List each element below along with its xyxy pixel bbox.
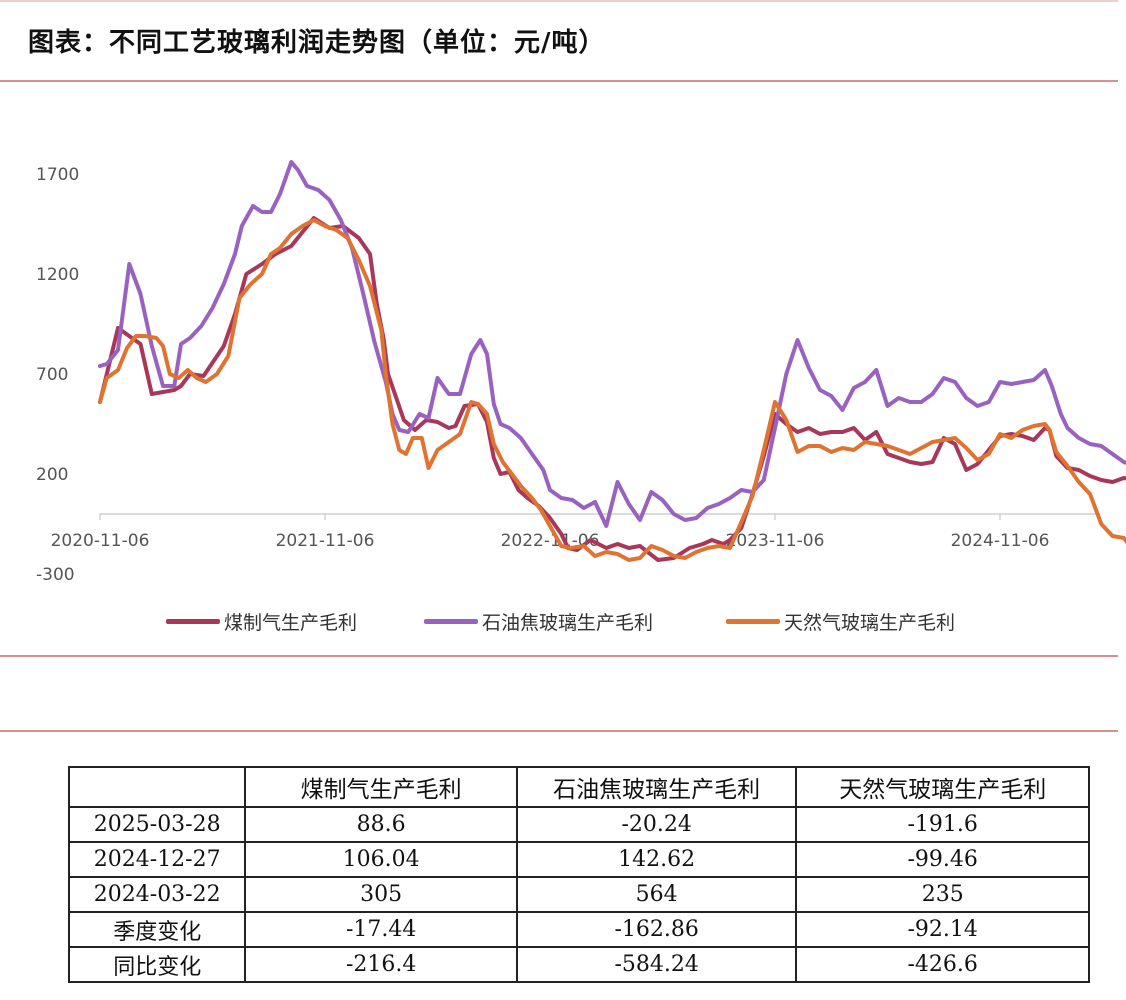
- series-group: [98, 160, 1126, 562]
- table-cell: -191.6: [795, 806, 1090, 843]
- profit-summary-table: 煤制气生产毛利 石油焦玻璃生产毛利 天然气玻璃生产毛利 2025-03-28 8…: [67, 766, 1090, 983]
- table-header-row: 煤制气生产毛利 石油焦玻璃生产毛利 天然气玻璃生产毛利: [67, 766, 1090, 808]
- y-axis-ticks: 1700 1200 700 200 -300: [36, 165, 79, 585]
- top-divider: [0, 0, 1118, 2]
- legend-swatch: [166, 618, 220, 624]
- legend-item-petcoke: 石油焦玻璃生产毛利: [424, 606, 653, 636]
- x-tick-label: 2023-11-06: [726, 531, 825, 551]
- x-axis-ticks: 2020-11-06 2021-11-06 2022-11-06 2023-11-06…: [51, 514, 1050, 551]
- table-cell: -216.4: [244, 946, 518, 983]
- y-tick-label: 200: [36, 465, 68, 485]
- table-cell: -584.24: [515, 946, 798, 983]
- y-tick-label: 700: [36, 365, 68, 385]
- y-tick-label: 1200: [36, 265, 79, 285]
- table-header-cell: [67, 766, 247, 808]
- table-row: 季度变化 -17.44 -162.86 -92.14: [67, 911, 1090, 948]
- table-cell: 305: [244, 876, 518, 913]
- table-cell: 2025-03-28: [67, 806, 247, 843]
- table-row: 2024-03-22 305 564 235: [67, 876, 1090, 913]
- title-divider: [0, 80, 1118, 82]
- legend-swatch: [726, 618, 780, 624]
- table-cell: 106.04: [244, 841, 518, 878]
- legend-label: 天然气玻璃生产毛利: [784, 611, 956, 634]
- legend-label: 煤制气生产毛利: [224, 611, 358, 634]
- table-cell: 88.6: [244, 806, 518, 843]
- table-cell: 季度变化: [67, 911, 247, 948]
- y-tick-label: 1700: [36, 165, 79, 185]
- table-cell: -20.24: [515, 806, 798, 843]
- table-row: 2024-12-27 106.04 142.62 -99.46: [67, 841, 1090, 878]
- table-cell: 142.62: [515, 841, 798, 878]
- title-bar: 图表：不同工艺玻璃利润走势图（单位：元/吨）: [0, 0, 1126, 80]
- series-line-petcoke: [98, 160, 1126, 528]
- table-cell: -162.86: [515, 911, 798, 948]
- table-header-cell: 天然气玻璃生产毛利: [795, 766, 1090, 808]
- chart-title: 图表：不同工艺玻璃利润走势图（单位：元/吨）: [28, 28, 606, 58]
- legend-item-coal-gas: 煤制气生产毛利: [166, 606, 357, 636]
- table-cell: 235: [795, 876, 1090, 913]
- table-cell: 564: [515, 876, 798, 913]
- table-row: 同比变化 -216.4 -584.24 -426.6: [67, 946, 1090, 983]
- table-header-cell: 煤制气生产毛利: [244, 766, 518, 808]
- table-top-divider: [0, 730, 1118, 732]
- y-tick-label: -300: [36, 565, 75, 585]
- chart-legend: 煤制气生产毛利 石油焦玻璃生产毛利 天然气玻璃生产毛利: [0, 606, 1126, 636]
- legend-item-natural-gas: 天然气玻璃生产毛利: [726, 606, 955, 636]
- table-row: 2025-03-28 88.6 -20.24 -191.6: [67, 806, 1090, 843]
- series-line-coal-gas: [98, 216, 1126, 562]
- x-tick-label: 2024-11-06: [951, 531, 1050, 551]
- legend-label: 石油焦玻璃生产毛利: [482, 611, 654, 634]
- series-line-natural-gas: [98, 218, 1126, 562]
- table-cell: -99.46: [795, 841, 1090, 878]
- legend-swatch: [424, 618, 478, 624]
- table-cell: -426.6: [795, 946, 1090, 983]
- table-cell: 同比变化: [67, 946, 247, 983]
- line-chart: 1700 1200 700 200 -300 2020-11-06 2021-11-06 2…: [36, 160, 1126, 585]
- table-cell: 2024-12-27: [67, 841, 247, 878]
- table-cell: 2024-03-22: [67, 876, 247, 913]
- x-tick-label: 2020-11-06: [51, 531, 150, 551]
- table-cell: -92.14: [795, 911, 1090, 948]
- x-tick-label: 2021-11-06: [276, 531, 375, 551]
- table-cell: -17.44: [244, 911, 518, 948]
- chart-bottom-divider: [0, 655, 1118, 657]
- table-header-cell: 石油焦玻璃生产毛利: [515, 766, 798, 808]
